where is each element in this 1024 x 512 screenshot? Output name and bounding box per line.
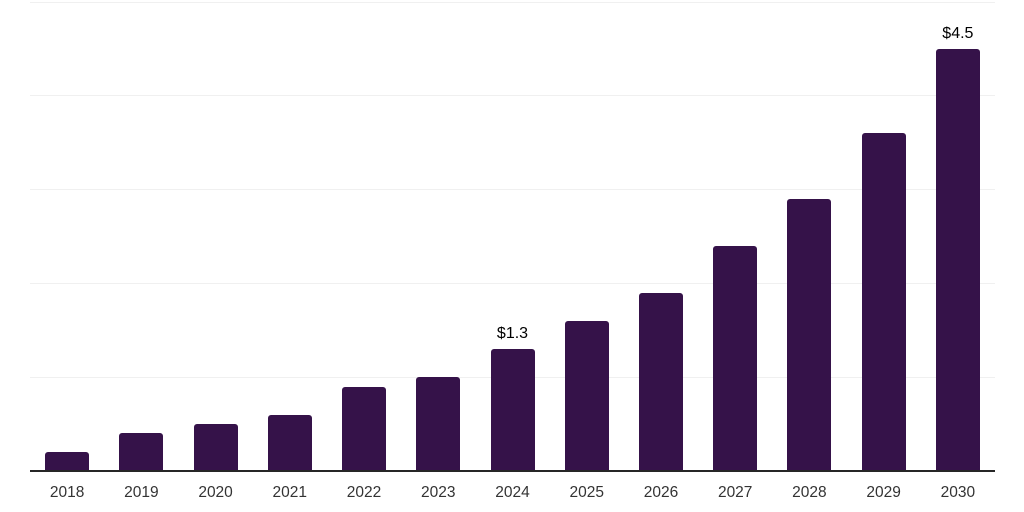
x-tick-label-2018: 2018 [49,484,85,501]
x-tick-label-2023: 2023 [421,484,456,501]
x-tick-label-2020: 2020 [198,484,233,501]
x-tick-label-2024: 2024 [495,484,530,501]
bar-2030 [936,49,980,471]
x-tick-label-2019: 2019 [124,484,159,501]
bar-2020 [194,424,238,471]
x-tick-label-2022: 2022 [346,484,382,501]
bar-2019 [119,433,163,471]
bar-2022 [342,387,386,471]
gridline-3 [30,189,995,190]
bar-2018 [45,452,89,471]
bar-2028 [787,199,831,471]
x-tick-label-2029: 2029 [866,484,901,501]
x-tick-label-2027: 2027 [717,484,753,501]
bar-2029 [862,133,906,471]
bar-value-label-2024: $1.3 [496,325,529,342]
gridline-2 [30,283,995,284]
bar-2024 [491,349,535,471]
x-tick-label-2021: 2021 [272,484,308,501]
bar-2025 [565,321,609,471]
gridline-4 [30,95,995,96]
x-tick-label-2025: 2025 [569,484,604,501]
bar-2026 [639,293,683,471]
x-tick-label-2030: 2030 [940,484,976,501]
bar-value-label-2030: $4.5 [942,25,974,42]
bar-2027 [713,246,757,471]
gridline-5 [30,2,995,3]
bar-2023 [416,377,460,471]
x-axis-line [30,470,995,472]
x-tick-label-2026: 2026 [643,484,679,501]
x-tick-label-2028: 2028 [792,484,827,501]
bar-2021 [268,415,312,471]
